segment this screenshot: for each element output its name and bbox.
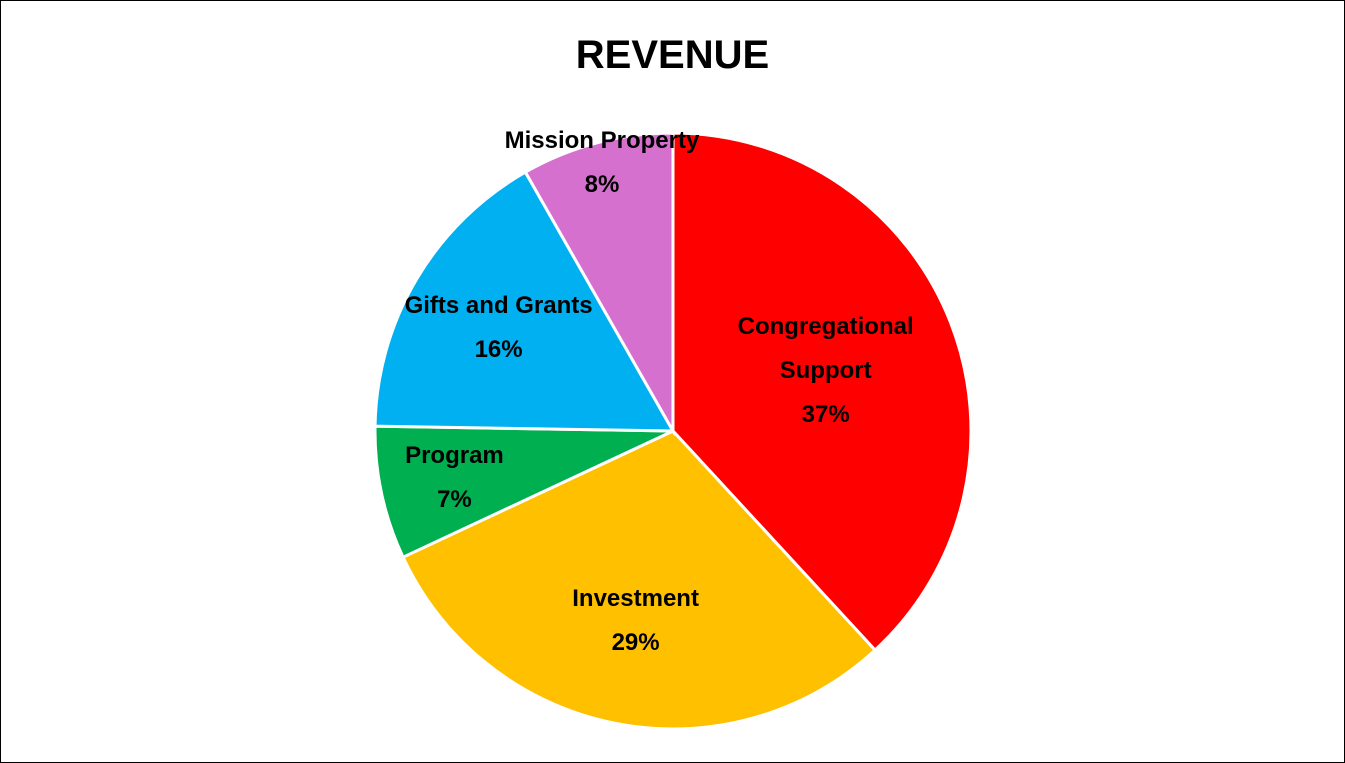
value-label: 16%	[474, 335, 523, 363]
category-label: Mission Property	[504, 127, 700, 155]
slice-label: Congregational Support 37%	[701, 305, 951, 437]
value-label: 37%	[801, 401, 850, 429]
category-label: Congregational Support	[737, 313, 914, 385]
pie-slice	[373, 424, 674, 560]
value-label: 29%	[611, 629, 660, 657]
category-label: Investment	[572, 585, 699, 613]
category-label: Gifts and Grants	[404, 291, 593, 319]
pie-slice	[373, 170, 676, 433]
slice-label: Investment 29%	[511, 577, 761, 665]
slice-label: Mission Property 8%	[477, 119, 727, 207]
value-label: 8%	[584, 171, 620, 199]
value-label: 7%	[437, 485, 472, 513]
slice-label: Gifts and Grants 16%	[374, 284, 624, 372]
pie-slice	[523, 131, 675, 437]
slice-label: Program 7%	[329, 434, 579, 522]
pie-slice	[401, 429, 878, 731]
pie-slice	[671, 131, 973, 653]
chart-title: REVENUE	[575, 33, 770, 77]
category-label: Program	[405, 441, 504, 469]
